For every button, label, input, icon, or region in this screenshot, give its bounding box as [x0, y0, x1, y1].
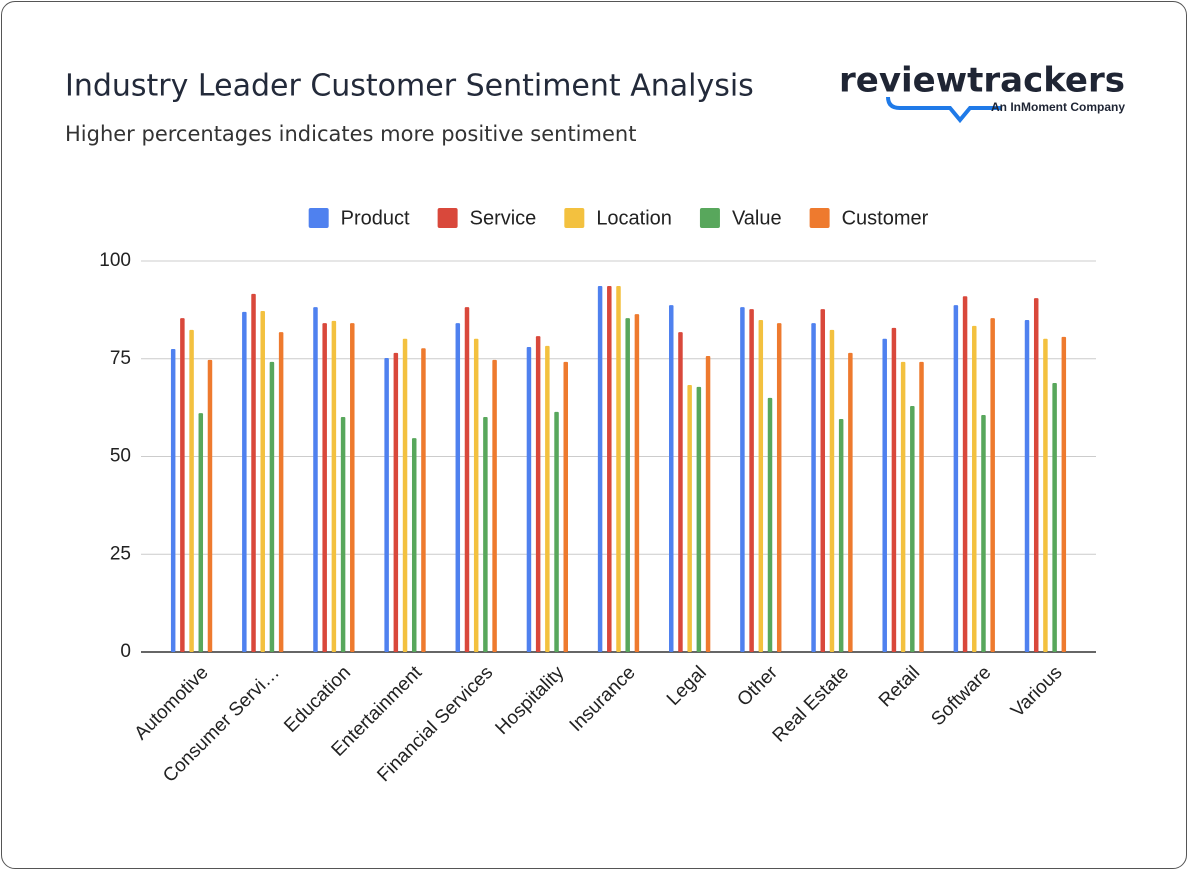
legend-label: Service	[470, 207, 537, 229]
x-tick-label: Various	[1007, 662, 1066, 721]
bar	[820, 309, 826, 652]
brand-mark	[886, 96, 1002, 124]
bar	[198, 413, 204, 652]
bar	[972, 325, 977, 652]
bar	[597, 286, 603, 652]
y-tick-label: 25	[110, 543, 131, 564]
brand-name: reviewtrackers	[839, 61, 1125, 101]
bar	[313, 307, 318, 652]
bar	[811, 323, 816, 652]
bar	[625, 318, 630, 652]
bar	[464, 307, 470, 652]
bar	[1033, 298, 1039, 652]
bar	[331, 320, 337, 652]
bar	[829, 329, 835, 652]
x-tick-label: Legal	[663, 662, 711, 710]
legend-swatch	[564, 208, 585, 228]
bar	[545, 345, 550, 652]
bar	[687, 384, 692, 652]
bar	[269, 361, 275, 652]
bar	[696, 386, 702, 652]
bar	[554, 411, 559, 652]
x-tick-label: Hospitality	[492, 662, 569, 739]
bar	[678, 332, 683, 652]
bar	[411, 438, 417, 652]
bar	[473, 338, 479, 652]
bar	[910, 406, 915, 652]
bar	[616, 286, 621, 652]
bar	[340, 417, 346, 652]
bar	[322, 323, 327, 652]
y-tick-label: 0	[120, 641, 131, 662]
y-tick-label: 100	[99, 250, 131, 271]
bar	[393, 352, 399, 652]
legend-label: Location	[596, 207, 672, 229]
bar	[260, 311, 265, 652]
legend-swatch	[308, 208, 329, 228]
bar	[170, 348, 176, 652]
bar	[1052, 382, 1057, 652]
bar	[526, 347, 532, 652]
bar	[953, 305, 959, 652]
bar	[180, 318, 185, 652]
bar	[749, 309, 754, 652]
x-tick-label: Insurance	[566, 662, 640, 736]
bar	[634, 314, 640, 652]
x-tick-label: Other	[733, 662, 782, 711]
legend-swatch	[699, 208, 720, 228]
bar	[848, 352, 853, 652]
bar	[455, 323, 461, 652]
legend-label: Product	[341, 207, 410, 229]
bar	[483, 417, 488, 652]
bar	[278, 332, 284, 652]
bar	[705, 356, 711, 652]
legend-swatch	[809, 208, 830, 228]
x-tick-label: Real Estate	[769, 662, 853, 746]
x-tick-label: Software	[927, 662, 995, 730]
bar	[189, 329, 194, 652]
bar	[962, 296, 968, 652]
bar	[402, 338, 408, 652]
bar	[421, 348, 426, 652]
bar	[767, 397, 773, 652]
bar	[919, 361, 924, 652]
bar	[535, 336, 541, 652]
x-tick-label: Education	[280, 662, 355, 737]
bar	[740, 307, 745, 652]
bar	[563, 361, 568, 652]
y-tick-label: 75	[110, 348, 131, 369]
bar	[251, 293, 256, 652]
chart-title: Industry Leader Customer Sentiment Analy…	[65, 69, 754, 104]
bar	[669, 305, 674, 652]
legend-swatch	[437, 208, 458, 228]
bar	[607, 286, 612, 652]
bar	[900, 361, 906, 652]
legend-label: Customer	[842, 207, 929, 229]
bar	[207, 359, 213, 652]
bar	[242, 311, 247, 652]
bar	[990, 318, 995, 652]
brand-tagline: An InMoment Company	[991, 100, 1125, 114]
bar	[1043, 338, 1048, 652]
bar	[838, 418, 844, 652]
bar	[384, 357, 389, 652]
y-tick-label: 50	[110, 446, 131, 467]
bar	[1061, 336, 1067, 652]
bar	[981, 415, 986, 652]
bar	[492, 359, 497, 652]
bar	[758, 320, 764, 652]
legend-label: Value	[732, 207, 782, 229]
bar	[1024, 320, 1030, 652]
bar	[350, 323, 355, 652]
chart-subtitle: Higher percentages indicates more positi…	[65, 122, 636, 146]
bar	[882, 338, 887, 652]
bar	[776, 323, 782, 652]
x-tick-label: Retail	[875, 662, 924, 711]
bar	[891, 327, 897, 652]
